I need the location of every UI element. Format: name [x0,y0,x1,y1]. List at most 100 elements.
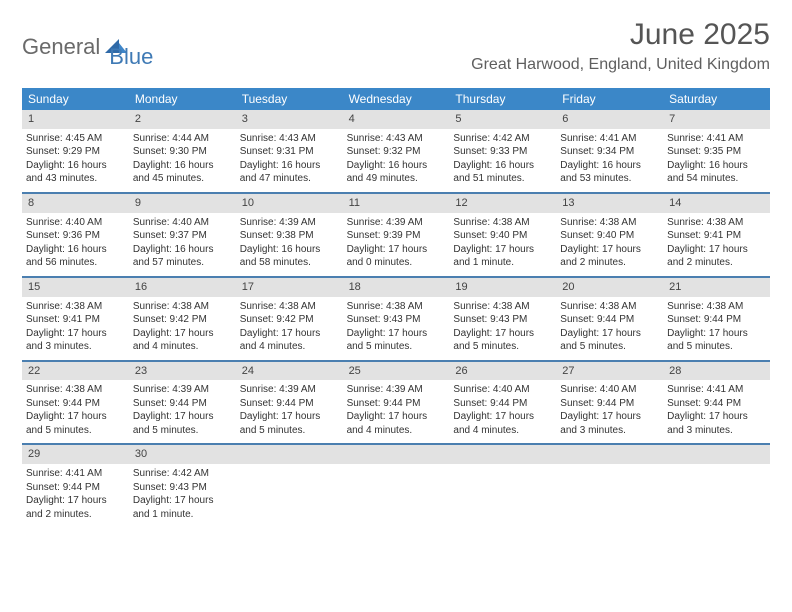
sunset-line: Sunset: 9:41 PM [667,229,770,243]
sunset-line: Sunset: 9:44 PM [26,481,129,495]
sunset-line: Sunset: 9:41 PM [26,313,129,327]
calendar-cell: 30Sunrise: 4:42 AMSunset: 9:43 PMDayligh… [129,445,236,527]
sunset-line: Sunset: 9:29 PM [26,145,129,159]
calendar-week: 1Sunrise: 4:45 AMSunset: 9:29 PMDaylight… [22,110,770,194]
calendar-cell: 13Sunrise: 4:38 AMSunset: 9:40 PMDayligh… [556,194,663,276]
calendar-cell: 29Sunrise: 4:41 AMSunset: 9:44 PMDayligh… [22,445,129,527]
day-number: 15 [22,278,129,297]
calendar-cell: 28 Sunrise: 4:41 AMSunset: 9:44 PMDayligh… [663,362,770,444]
calendar-cell [663,445,770,527]
calendar-cell: 4Sunrise: 4:43 AMSunset: 9:32 PMDaylight… [343,110,450,192]
day-number: 20 [556,278,663,297]
day-number: 27 [556,362,663,381]
sunset-line: Sunset: 9:40 PM [560,229,663,243]
day-number: 11 [343,194,450,213]
weekday-header: Sunday [22,88,129,110]
sunrise-line: Sunrise: 4:39 AM [240,383,343,397]
sunrise-line: Sunrise: 4:40 AM [560,383,663,397]
daylight-line: Daylight: 17 hours and 5 minutes. [453,327,556,354]
calendar-cell: 17Sunrise: 4:38 AMSunset: 9:42 PMDayligh… [236,278,343,360]
calendar-cell: 5Sunrise: 4:42 AMSunset: 9:33 PMDaylight… [449,110,556,192]
sunrise-line: Sunrise: 4:41 AM [26,467,129,481]
daylight-line: Daylight: 16 hours and 57 minutes. [133,243,236,270]
daylight-line: Daylight: 17 hours and 5 minutes. [240,410,343,437]
day-number: 30 [129,445,236,464]
day-number: 22 [22,362,129,381]
sunrise-line: Sunrise: 4:38 AM [560,300,663,314]
sunrise-line: Sunrise: 4:43 AM [240,132,343,146]
calendar-week: 22Sunrise: 4:38 AMSunset: 9:44 PMDayligh… [22,362,770,446]
daylight-line: Daylight: 17 hours and 5 minutes. [667,327,770,354]
weekday-header: Saturday [663,88,770,110]
calendar-cell: 27 Sunrise: 4:40 AMSunset: 9:44 PMDayligh… [556,362,663,444]
calendar-cell [343,445,450,527]
sunrise-line: Sunrise: 4:38 AM [26,300,129,314]
daylight-line: Daylight: 17 hours and 3 minutes. [560,410,663,437]
day-number: 3 [236,110,343,129]
day-number: 18 [343,278,450,297]
calendar-cell: 23Sunrise: 4:39 AMSunset: 9:44 PMDayligh… [129,362,236,444]
day-number: 2 [129,110,236,129]
daylight-line: Daylight: 16 hours and 49 minutes. [347,159,450,186]
daylight-line: Daylight: 16 hours and 45 minutes. [133,159,236,186]
sunset-line: Sunset: 9:44 PM [560,397,663,411]
daylight-line: Daylight: 17 hours and 2 minutes. [560,243,663,270]
sunset-line: Sunset: 9:44 PM [667,397,770,411]
sunrise-line: Sunrise: 4:39 AM [133,383,236,397]
calendar-cell: 15Sunrise: 4:38 AMSunset: 9:41 PMDayligh… [22,278,129,360]
sunset-line: Sunset: 9:36 PM [26,229,129,243]
daylight-line: Daylight: 17 hours and 5 minutes. [133,410,236,437]
sunrise-line: Sunrise: 4:38 AM [240,300,343,314]
sunset-line: Sunset: 9:44 PM [240,397,343,411]
daylight-line: Daylight: 17 hours and 4 minutes. [240,327,343,354]
weekday-header: Monday [129,88,236,110]
day-number [449,445,556,464]
day-number: 19 [449,278,556,297]
day-number: 9 [129,194,236,213]
calendar-cell: 6Sunrise: 4:41 AMSunset: 9:34 PMDaylight… [556,110,663,192]
calendar: SundayMondayTuesdayWednesdayThursdayFrid… [22,88,770,527]
logo-text-blue: Blue [109,44,153,70]
sunset-line: Sunset: 9:31 PM [240,145,343,159]
sunset-line: Sunset: 9:44 PM [667,313,770,327]
daylight-line: Daylight: 17 hours and 1 minute. [453,243,556,270]
sunset-line: Sunset: 9:44 PM [453,397,556,411]
day-number: 7 [663,110,770,129]
calendar-week: 29Sunrise: 4:41 AMSunset: 9:44 PMDayligh… [22,445,770,527]
calendar-cell: 18Sunrise: 4:38 AMSunset: 9:43 PMDayligh… [343,278,450,360]
sunrise-line: Sunrise: 4:41 AM [667,383,770,397]
calendar-cell: 24Sunrise: 4:39 AMSunset: 9:44 PMDayligh… [236,362,343,444]
logo-text-general: General [22,34,100,60]
calendar-cell: 12Sunrise: 4:38 AMSunset: 9:40 PMDayligh… [449,194,556,276]
weekday-header: Friday [556,88,663,110]
day-number: 26 [449,362,556,381]
sunset-line: Sunset: 9:30 PM [133,145,236,159]
sunrise-line: Sunrise: 4:44 AM [133,132,236,146]
sunrise-line: Sunrise: 4:38 AM [667,300,770,314]
day-number: 29 [22,445,129,464]
calendar-cell: 8Sunrise: 4:40 AMSunset: 9:36 PMDaylight… [22,194,129,276]
sunset-line: Sunset: 9:35 PM [667,145,770,159]
day-number: 6 [556,110,663,129]
daylight-line: Daylight: 16 hours and 51 minutes. [453,159,556,186]
sunrise-line: Sunrise: 4:39 AM [240,216,343,230]
calendar-cell [556,445,663,527]
calendar-cell: 9Sunrise: 4:40 AMSunset: 9:37 PMDaylight… [129,194,236,276]
day-number: 23 [129,362,236,381]
daylight-line: Daylight: 16 hours and 43 minutes. [26,159,129,186]
sunset-line: Sunset: 9:34 PM [560,145,663,159]
sunrise-line: Sunrise: 4:40 AM [133,216,236,230]
sunset-line: Sunset: 9:44 PM [347,397,450,411]
daylight-line: Daylight: 17 hours and 5 minutes. [26,410,129,437]
logo: General Blue [22,24,153,70]
sunset-line: Sunset: 9:44 PM [560,313,663,327]
daylight-line: Daylight: 17 hours and 0 minutes. [347,243,450,270]
day-number: 8 [22,194,129,213]
day-number: 28 [663,362,770,381]
daylight-line: Daylight: 16 hours and 53 minutes. [560,159,663,186]
daylight-line: Daylight: 17 hours and 3 minutes. [667,410,770,437]
sunset-line: Sunset: 9:43 PM [453,313,556,327]
day-number: 13 [556,194,663,213]
month-title: June 2025 [471,18,770,52]
weekday-header: Wednesday [343,88,450,110]
